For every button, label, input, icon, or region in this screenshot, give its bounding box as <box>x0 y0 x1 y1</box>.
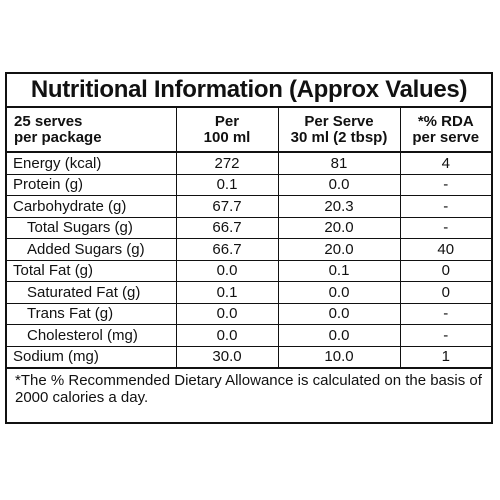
table-row: Sodium (mg) 30.0 10.0 1 <box>7 346 491 368</box>
per-serve-value: 20.3 <box>278 195 401 218</box>
header-row: 25 serves per package Per 100 ml Per Ser… <box>7 108 491 153</box>
table-row: Saturated Fat (g) 0.1 0.0 0 <box>7 281 491 304</box>
rda-value: - <box>400 324 491 347</box>
per-100ml-value: 0.1 <box>176 174 279 196</box>
nutrient-name: Total Fat (g) <box>7 260 177 282</box>
table-row: Carbohydrate (g) 67.7 20.3 - <box>7 195 491 218</box>
per-100ml-value: 66.7 <box>176 217 279 239</box>
per-serve-value: 20.0 <box>278 238 401 261</box>
rda-value: - <box>400 217 491 239</box>
header-per-serve: Per Serve 30 ml (2 tbsp) <box>278 108 401 153</box>
nutrient-name: Saturated Fat (g) <box>7 281 177 304</box>
panel-title: Nutritional Information (Approx Values) <box>7 74 491 108</box>
per-serve-value: 0.0 <box>278 174 401 196</box>
header-serves: 25 serves per package <box>7 108 177 153</box>
nutrition-table: 25 serves per package Per 100 ml Per Ser… <box>7 108 491 368</box>
rda-footnote: *The % Recommended Dietary Allowance is … <box>7 368 491 406</box>
table-row: Protein (g) 0.1 0.0 - <box>7 174 491 196</box>
header-per-100ml-line2: 100 ml <box>203 128 251 146</box>
rda-value: 0 <box>400 260 491 282</box>
per-serve-value: 81 <box>278 152 401 175</box>
per-serve-value: 20.0 <box>278 217 401 239</box>
rda-value: 40 <box>400 238 491 261</box>
per-serve-value: 10.0 <box>278 346 401 368</box>
per-serve-value: 0.1 <box>278 260 401 282</box>
per-serve-value: 0.0 <box>278 281 401 304</box>
per-100ml-value: 0.0 <box>176 324 279 347</box>
header-per-serve-line2: 30 ml (2 tbsp) <box>290 128 388 146</box>
nutrient-name: Carbohydrate (g) <box>7 195 177 218</box>
per-100ml-value: 272 <box>176 152 279 175</box>
header-rda: *% RDA per serve <box>400 108 491 153</box>
header-serves-line1: 25 serves <box>14 112 83 130</box>
nutrition-panel: Nutritional Information (Approx Values) … <box>5 72 493 424</box>
table-row: Total Fat (g) 0.0 0.1 0 <box>7 260 491 282</box>
header-serves-line2: per package <box>14 128 102 146</box>
nutrient-name: Total Sugars (g) <box>7 217 177 239</box>
rda-value: - <box>400 303 491 325</box>
rda-value: - <box>400 195 491 218</box>
nutrient-name: Protein (g) <box>7 174 177 196</box>
nutrient-name: Cholesterol (mg) <box>7 324 177 347</box>
nutrient-name: Trans Fat (g) <box>7 303 177 325</box>
nutrient-name: Added Sugars (g) <box>7 238 177 261</box>
table-row: Cholesterol (mg) 0.0 0.0 - <box>7 324 491 347</box>
header-per-100ml-line1: Per <box>214 112 240 130</box>
table-row: Added Sugars (g) 66.7 20.0 40 <box>7 238 491 261</box>
rda-value: 1 <box>400 346 491 368</box>
header-per-100ml: Per 100 ml <box>176 108 279 153</box>
per-100ml-value: 30.0 <box>176 346 279 368</box>
per-serve-value: 0.0 <box>278 324 401 347</box>
per-serve-value: 0.0 <box>278 303 401 325</box>
rda-value: - <box>400 174 491 196</box>
per-100ml-value: 0.0 <box>176 303 279 325</box>
per-100ml-value: 66.7 <box>176 238 279 261</box>
rda-value: 4 <box>400 152 491 175</box>
rda-value: 0 <box>400 281 491 304</box>
table-row: Trans Fat (g) 0.0 0.0 - <box>7 303 491 325</box>
nutrient-name: Energy (kcal) <box>7 152 177 175</box>
header-rda-line2: per serve <box>412 128 480 146</box>
table-row: Energy (kcal) 272 81 4 <box>7 152 491 175</box>
header-rda-line1: *% RDA <box>417 112 474 130</box>
per-100ml-value: 0.1 <box>176 281 279 304</box>
header-per-serve-line1: Per Serve <box>304 112 374 130</box>
table-row: Total Sugars (g) 66.7 20.0 - <box>7 217 491 239</box>
per-100ml-value: 0.0 <box>176 260 279 282</box>
per-100ml-value: 67.7 <box>176 195 279 218</box>
nutrient-name: Sodium (mg) <box>7 346 177 368</box>
